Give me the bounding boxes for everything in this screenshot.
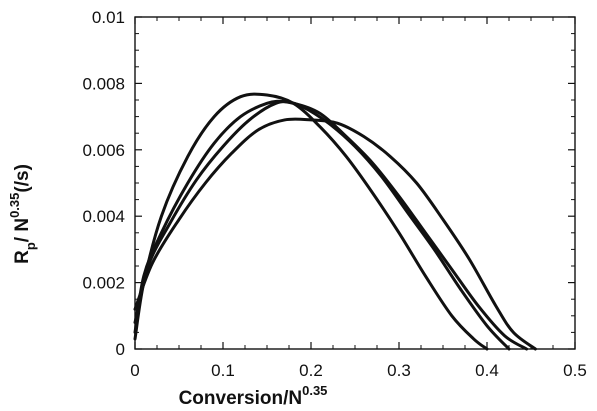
y-axis-label-subscript: p [23,242,38,250]
series-line-3 [133,100,529,351]
y-axis-label-superscript: 0.35 [7,193,22,218]
series-line-2 [133,99,511,351]
y-axis-label-unit: (/s) [12,164,33,193]
y-axis-label-main: R [12,250,33,264]
y-axis-label: Rp/ N0.35(/s) [7,164,38,264]
y-tick-label: 0.004 [82,207,125,226]
x-axis-label-group: Conversion/N0.35 [179,383,328,409]
y-tick-label: 0.006 [82,141,125,160]
y-tick-label: 0.002 [82,274,125,293]
x-axis-label-superscript: 0.35 [302,383,327,398]
x-tick-label: 0.3 [387,361,411,380]
plot-frame [134,16,576,350]
x-tick-label: 0.2 [299,361,323,380]
y-tick-label: 0.008 [82,74,125,93]
y-axis-label-group: Rp/ N0.35(/s) [7,164,38,264]
axis-ticks [134,16,576,350]
series-line-1 [133,92,489,351]
y-axis-label-middle: / N [12,218,33,242]
x-tick-label: 0.1 [211,361,235,380]
axis-tick-labels: 0 0.1 0.2 0.3 0.4 0.5 0 0.002 0.004 0.006 0.008 0.0… [82,8,586,380]
data-series [133,92,537,351]
plot-frame-group [134,16,576,350]
x-tick-label: 0.4 [475,361,499,380]
x-tick-label: 0.5 [563,361,587,380]
x-axis-label-text: Conversion/N [179,388,303,409]
y-tick-label: 0.01 [92,8,125,27]
x-axis-label: Conversion/N0.35 [179,383,328,409]
x-tick-label: 0 [130,361,139,380]
series-line-4 [133,117,537,351]
y-tick-label: 0 [116,340,125,359]
